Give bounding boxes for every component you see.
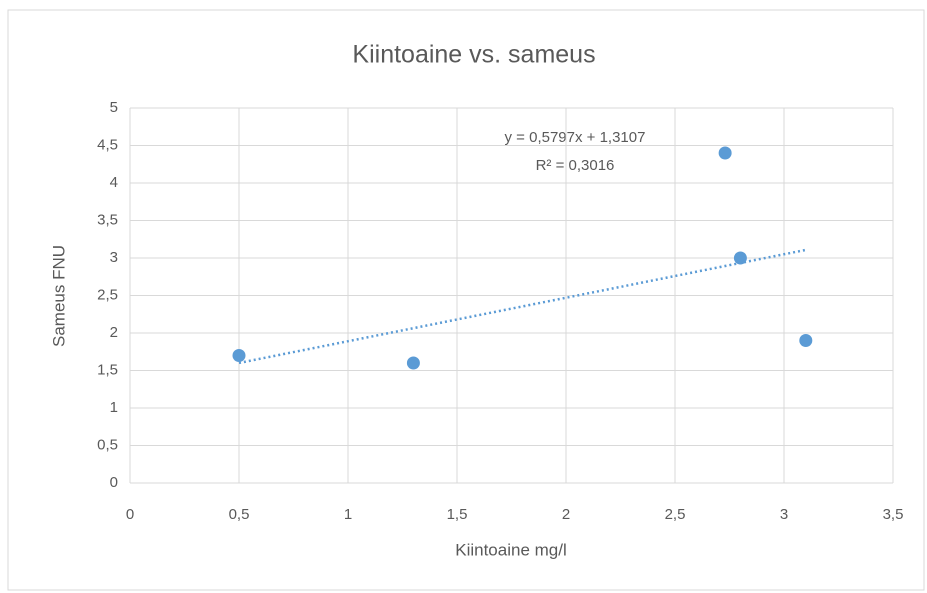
x-tick-label: 2 [562,506,570,523]
trendline [238,248,807,365]
y-tick-label: 4 [110,174,118,191]
x-tick-label: 0 [126,506,134,523]
y-axis-label: Sameus FNU [49,245,68,347]
x-tick-label: 1,5 [447,506,468,523]
x-tick-label: 1 [344,506,352,523]
x-tick-label: 3,5 [883,506,904,523]
y-tick-label: 5 [110,99,118,116]
data-point [799,334,813,347]
data-point [718,146,732,160]
y-tick-label: 3 [110,249,118,266]
y-tick-label: 4,5 [97,136,118,153]
trendline-equation: y = 0,5797x + 1,3107 [505,129,646,146]
chart-title: Kiintoaine vs. sameus [352,41,595,69]
data-point [406,356,420,370]
x-tick-label: 0,5 [229,506,250,523]
y-tick-label: 2 [110,324,118,341]
data-point [733,251,747,265]
data-point [232,349,246,362]
x-tick-label: 2,5 [665,506,686,523]
y-tick-label: 1,5 [97,361,118,378]
y-tick-label: 0,5 [97,436,118,453]
x-axis-label: Kiintoaine mg/l [455,540,567,559]
chart-frame [7,9,925,591]
y-tick-label: 2,5 [97,286,118,303]
x-tick-label: 3 [780,506,788,523]
trendline-r-squared: R² = 0,3016 [536,157,615,174]
y-tick-label: 3,5 [97,211,118,228]
y-tick-label: 0 [110,474,118,491]
y-tick-label: 1 [110,399,118,416]
